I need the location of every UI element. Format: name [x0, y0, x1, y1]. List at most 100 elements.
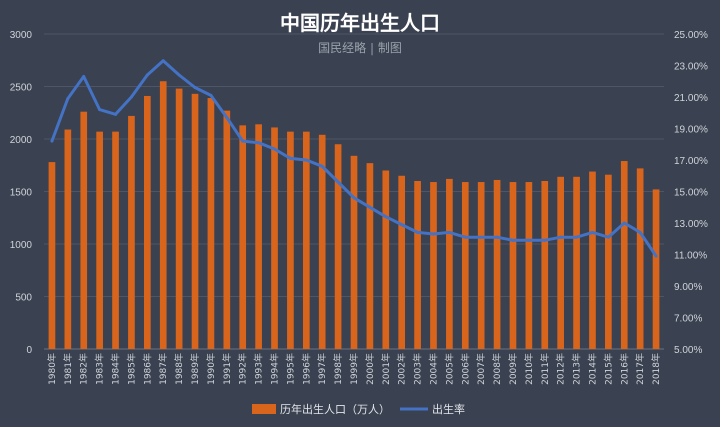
y-right-tick-label: 13.00% [674, 219, 708, 230]
bar [48, 162, 56, 349]
bar [255, 124, 262, 349]
y-left-tick-label: 3000 [10, 30, 33, 41]
x-axis: 1980年 1981年 1982年 1983年 1984年 1985年 1986年 1987年… [46, 353, 662, 385]
x-tick-label: 2003年 [412, 353, 424, 385]
birth-rate-point [543, 238, 547, 242]
x-tick-label: 2016年 [618, 353, 630, 385]
birth-rate-point [590, 230, 594, 234]
bar [334, 144, 342, 349]
bar [620, 161, 628, 349]
x-tick-label: 1994年 [269, 353, 281, 385]
bar [239, 125, 247, 349]
x-tick-label: 2000年 [364, 353, 376, 385]
legend-swatch-bars [252, 404, 276, 414]
bar [636, 168, 644, 349]
x-tick-label: 2018年 [650, 353, 662, 385]
bar [509, 182, 517, 349]
chart-title: 中国历年出生人口 [280, 11, 440, 35]
x-tick-label: 2013年 [571, 353, 583, 385]
bar [112, 131, 119, 349]
x-tick-label: 2001年 [380, 353, 392, 385]
birth-rate-point [320, 164, 324, 168]
bar [477, 182, 485, 349]
left-y-axis: 0 500 1000 1500 2000 2500 3000 [10, 30, 33, 356]
birth-rate-point [447, 230, 451, 234]
x-tick-label: 2014年 [586, 353, 598, 385]
legend: 历年出生人口（万人） 出生率 [252, 402, 465, 416]
bar [64, 129, 72, 349]
x-tick-label: 1980年 [46, 353, 58, 385]
birth-rate-point [145, 73, 149, 77]
birth-rate-point [495, 235, 499, 239]
x-tick-label: 1987年 [157, 353, 169, 385]
birth-rate-point [368, 205, 372, 209]
bar [446, 178, 453, 349]
x-tick-label: 1991年 [221, 353, 233, 385]
bar [589, 171, 596, 349]
y-left-tick-label: 500 [15, 293, 32, 304]
bar [557, 176, 565, 349]
birth-rate-point [622, 221, 626, 225]
x-tick-label: 1984年 [110, 353, 122, 385]
bar [652, 189, 660, 349]
x-tick-label: 1982年 [78, 353, 90, 385]
birth-rate-point [273, 147, 277, 151]
birth-rate-point [241, 139, 245, 143]
x-tick-label: 1988年 [173, 353, 185, 385]
x-tick-label: 1999年 [348, 353, 360, 385]
bar [525, 182, 533, 349]
x-tick-label: 2015年 [602, 353, 614, 385]
legend-label-line: 出生率 [432, 402, 465, 416]
birth-rate-point [575, 235, 579, 239]
line-series [50, 59, 658, 258]
y-right-tick-label: 5.00% [674, 345, 702, 356]
x-tick-label: 2006年 [459, 353, 471, 385]
bar [128, 115, 135, 350]
x-tick-label: 2007年 [475, 353, 487, 385]
bar [223, 110, 231, 350]
birth-rate-point [511, 238, 515, 242]
bar [287, 131, 294, 349]
birth-rate-point [606, 235, 610, 239]
birth-rate-point [336, 180, 340, 184]
y-right-tick-label: 25.00% [674, 30, 708, 41]
birth-rate-point [654, 254, 658, 258]
birth-rate-point [288, 156, 292, 160]
bar [382, 170, 390, 349]
bar [207, 98, 215, 349]
bar [159, 81, 167, 349]
right-y-axis: 5.00% 7.00% 9.00% 11.00% 13.00% 15.00% 17.00% 1… [674, 30, 708, 356]
x-tick-label: 2002年 [396, 353, 408, 385]
bar [191, 93, 199, 349]
bar [318, 134, 326, 349]
birth-rate-point [431, 232, 435, 236]
x-tick-label: 2004年 [427, 353, 439, 385]
y-left-tick-label: 1500 [10, 188, 33, 199]
x-tick-label: 1996年 [300, 353, 312, 385]
y-right-tick-label: 11.00% [674, 251, 707, 262]
bar [366, 163, 374, 349]
y-right-tick-label: 17.00% [674, 156, 708, 167]
birth-rate-point [129, 95, 133, 99]
x-tick-label: 1981年 [62, 353, 74, 385]
bar [80, 111, 88, 349]
y-right-tick-label: 23.00% [674, 62, 708, 73]
bar [461, 182, 469, 349]
x-tick-label: 1998年 [332, 353, 344, 385]
birth-rate-point [161, 59, 165, 63]
bar [605, 174, 612, 349]
y-right-tick-label: 15.00% [674, 188, 708, 199]
bar-series [48, 81, 660, 350]
x-tick-label: 2010年 [523, 353, 535, 385]
bar [398, 175, 406, 349]
birth-rate-point [638, 230, 642, 234]
x-tick-label: 1993年 [253, 353, 265, 385]
bar [175, 88, 183, 349]
birth-rate-point [50, 139, 54, 143]
bar [573, 176, 580, 349]
x-tick-label: 1989年 [189, 353, 201, 385]
x-tick-label: 2008年 [491, 353, 503, 385]
birth-rate-point [82, 75, 86, 79]
y-right-tick-label: 9.00% [674, 282, 702, 293]
